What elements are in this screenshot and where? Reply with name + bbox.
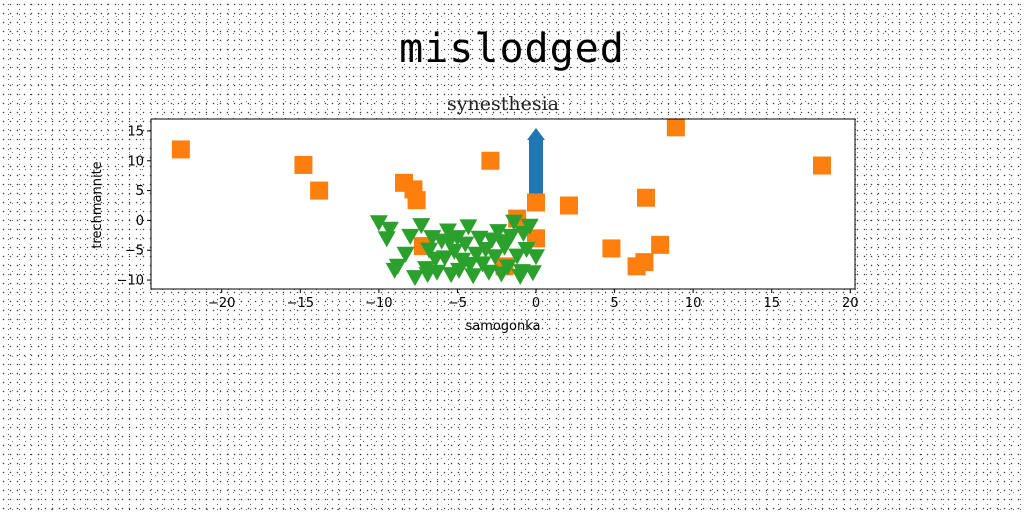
data-point-triangle	[464, 268, 483, 285]
data-point-triangle	[412, 218, 431, 235]
y-tick-label: −10	[117, 274, 144, 289]
data-point-square	[651, 235, 670, 254]
data-point-triangle	[479, 264, 498, 281]
data-point-square	[527, 193, 545, 212]
data-point-square	[407, 191, 426, 210]
data-point-triangle	[453, 252, 472, 269]
data-point-triangle	[380, 221, 399, 238]
data-point-triangle	[473, 256, 492, 273]
data-point-square	[294, 155, 313, 174]
chart-title: synesthesia	[447, 93, 559, 115]
data-point-triangle	[369, 215, 388, 232]
data-point-triangle	[435, 250, 454, 267]
data-point-triangle	[494, 234, 512, 251]
data-point-triangle	[489, 224, 508, 241]
data-point-triangle	[459, 219, 478, 236]
data-point-triangle	[498, 259, 517, 276]
data-point-triangle	[388, 258, 407, 275]
data-point-triangle	[420, 242, 439, 259]
data-point-triangle	[439, 223, 457, 240]
data-point-triangle	[508, 248, 527, 265]
figure-suptitle: mislodged	[399, 26, 625, 72]
x-tick-label: 20	[842, 296, 859, 311]
data-point-triangle	[501, 228, 520, 245]
data-point-triangle	[517, 242, 536, 259]
data-point-triangle	[456, 236, 475, 253]
data-point-triangle	[406, 270, 424, 287]
data-point-triangle	[418, 267, 437, 284]
data-point-triangle	[520, 218, 539, 235]
data-point-square	[666, 118, 685, 137]
x-tick-label: 0	[532, 296, 540, 311]
data-point-triangle	[523, 265, 542, 282]
data-point-triangle	[401, 228, 420, 245]
data-point-square	[813, 156, 831, 175]
data-point-triangle	[396, 246, 415, 263]
y-tick-label: 15	[127, 124, 144, 139]
y-tick-label: −5	[125, 244, 144, 259]
data-point-triangle	[470, 230, 489, 247]
data-point-triangle	[527, 249, 545, 266]
vector-arrow	[527, 127, 545, 203]
data-point-triangle	[505, 214, 523, 231]
chart-marks	[171, 118, 831, 287]
x-tick-label: −20	[208, 296, 235, 311]
data-point-square	[637, 188, 655, 207]
x-tick-label: 15	[763, 296, 780, 311]
x-tick-label: 5	[610, 296, 618, 311]
x-tick-label: −15	[287, 296, 314, 311]
data-point-triangle	[450, 262, 468, 279]
data-point-square	[602, 239, 621, 258]
data-point-triangle	[377, 231, 396, 248]
x-tick-label: 10	[685, 296, 702, 311]
data-point-square	[635, 253, 654, 272]
data-point-square	[560, 196, 578, 215]
x-tick-label: −10	[365, 296, 392, 311]
y-tick-label: 0	[136, 214, 144, 229]
y-tick-label: 10	[127, 154, 144, 169]
data-point-square	[171, 140, 190, 159]
data-point-square	[481, 151, 500, 170]
data-point-triangle	[461, 256, 479, 273]
axes: −20 −15 −10 −5 0 5 10 15 20 −10 −5 0 5 10 15	[117, 118, 859, 311]
data-point-triangle	[467, 246, 486, 263]
x-tick-label: −5	[448, 296, 467, 311]
y-axis-label: trechmannite	[90, 161, 105, 248]
data-point-triangle	[512, 264, 531, 281]
y-tick-label: 5	[136, 184, 144, 199]
data-point-square	[310, 181, 329, 200]
data-point-triangle	[440, 234, 459, 251]
data-point-triangle	[486, 249, 505, 266]
x-axis-label: samogonka	[465, 319, 540, 334]
data-point-triangle	[476, 242, 495, 259]
plot-frame	[150, 118, 856, 290]
